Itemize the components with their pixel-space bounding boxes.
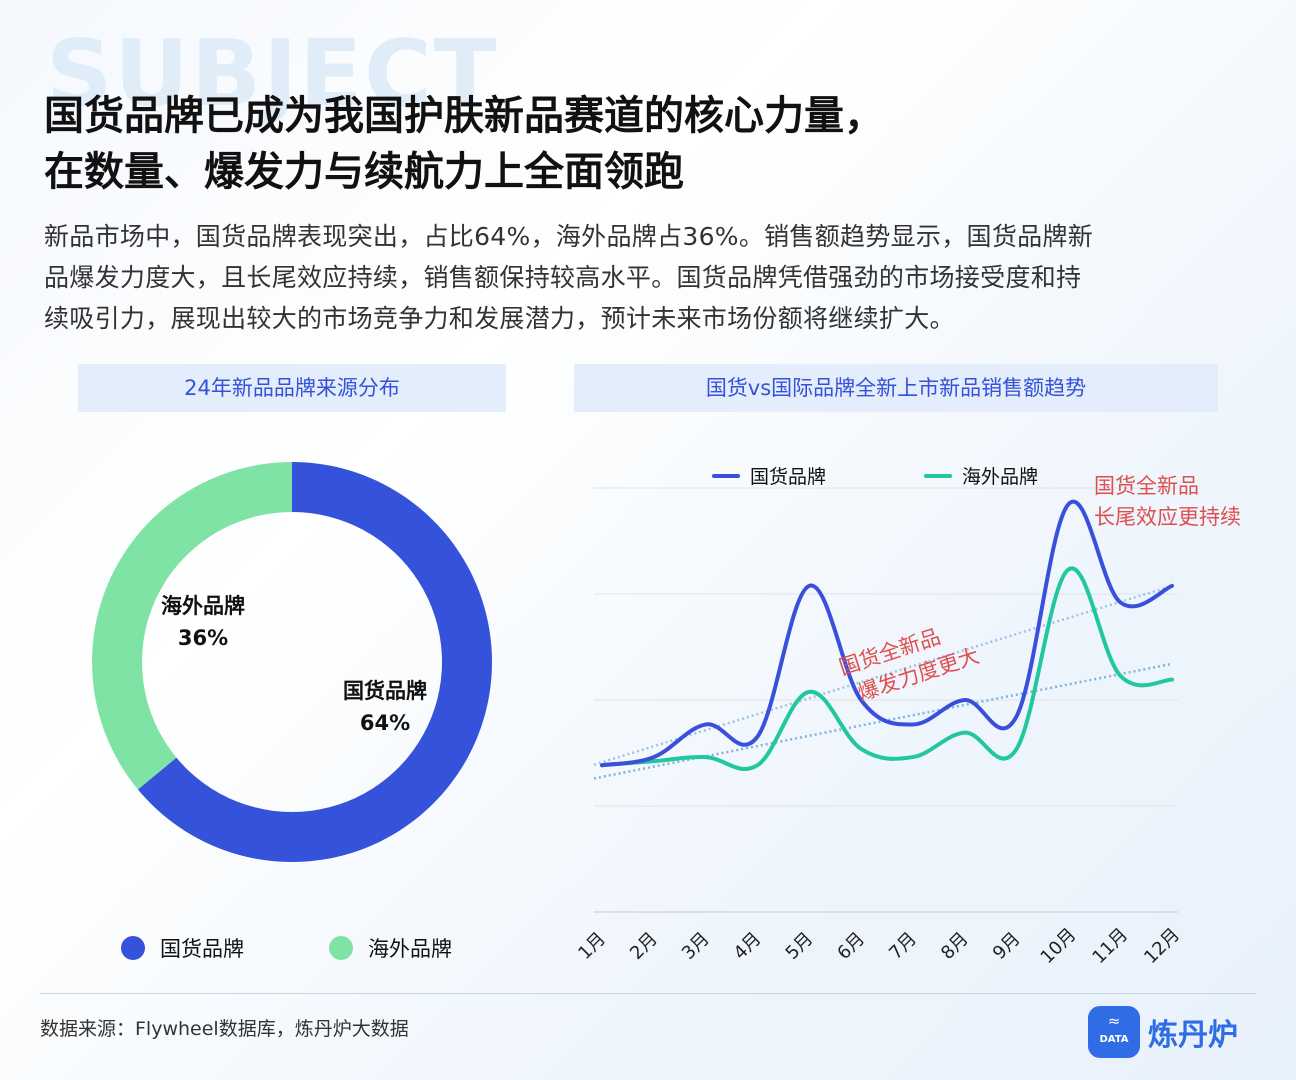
intro-line-1: 新品市场中，国货品牌表现突出，占比64%，海外品牌占36%。销售额趋势显示，国货… <box>44 222 1094 251</box>
x-axis-ticks: 1月 2月 3月 4月 5月 6月 7月 8月 9月 10月 11月 12月 <box>574 924 1184 968</box>
slice-value-overseas: 36% <box>178 626 228 650</box>
intro-line-2: 品爆发力度大，且长尾效应持续，销售额保持较高水平。国货品牌凭借强劲的市场接受度和… <box>44 263 1082 292</box>
title-line-2: 在数量、爆发力与续航力上全面领跑 <box>44 149 684 195</box>
legend-dot-overseas <box>329 936 353 960</box>
series-line-overseas <box>600 566 1174 772</box>
trendline-domestic <box>593 584 1173 766</box>
x-tick-label: 1月 <box>574 928 610 964</box>
slice-value-domestic: 64% <box>360 711 410 735</box>
footer-divider <box>40 993 1256 994</box>
x-tick-label: 2月 <box>626 928 662 964</box>
pie-legend-overseas: 海外品牌 <box>368 937 452 961</box>
brand-logo: ≈ DATA 炼丹炉 <box>1088 1006 1256 1060</box>
donut-slice-domestic <box>137 462 493 863</box>
x-tick-label: 3月 <box>678 928 714 964</box>
slice-label-overseas: 海外品牌 <box>161 594 245 618</box>
watermark-text: SUBJECT <box>46 20 499 127</box>
line-legend-overseas: 海外品牌 <box>962 466 1038 488</box>
line-chart-grid <box>594 487 1178 913</box>
x-tick-label: 8月 <box>937 928 973 964</box>
x-tick-label: 11月 <box>1088 924 1132 968</box>
intro-paragraph: 新品市场中，国货品牌表现突出，占比64%，海外品牌占36%。销售额趋势显示，国货… <box>44 216 1256 339</box>
annotation-longtail-line1: 国货全新品 <box>1094 474 1199 498</box>
legend-dot-domestic <box>121 936 145 960</box>
data-source: 数据来源：Flywheel数据库，炼丹炉大数据 <box>40 1018 409 1040</box>
trend-lines <box>593 584 1173 780</box>
x-tick-label: 5月 <box>782 928 818 964</box>
brand-name: 炼丹炉 <box>1148 1018 1238 1053</box>
x-tick-label: 9月 <box>989 928 1025 964</box>
x-tick-label: 6月 <box>833 928 869 964</box>
x-tick-label: 4月 <box>730 928 766 964</box>
donut-slice-overseas <box>91 462 293 790</box>
brand-icon-label: DATA <box>1099 1034 1129 1045</box>
slice-label-domestic: 国货品牌 <box>343 679 427 703</box>
brand-icon-steam: ≈ <box>1107 1012 1121 1030</box>
line-legend-domestic: 国货品牌 <box>750 466 826 488</box>
brand-icon: ≈ DATA <box>1088 1006 1140 1058</box>
x-tick-label: 10月 <box>1037 924 1081 968</box>
annotation-burst: 国货全新品 爆发力度更大 <box>836 624 982 705</box>
donut-chart <box>91 462 493 863</box>
pie-legend-domestic: 国货品牌 <box>160 937 244 961</box>
line-series <box>600 499 1174 772</box>
line-chart-title: 国货vs国际品牌全新上市新品销售额趋势 <box>574 364 1218 412</box>
title-line-1: 国货品牌已成为我国护肤新品赛道的核心力量， <box>44 93 884 139</box>
x-tick-label: 12月 <box>1140 924 1184 968</box>
series-line-domestic <box>600 499 1174 768</box>
intro-line-3: 续吸引力，展现出较大的市场竞争力和发展潜力，预计未来市场份额将继续扩大。 <box>44 304 955 333</box>
trendline-overseas <box>593 662 1173 780</box>
annotation-longtail-line2: 长尾效应更持续 <box>1094 505 1241 529</box>
pie-chart-title: 24年新品品牌来源分布 <box>78 364 506 412</box>
x-tick-label: 7月 <box>885 928 921 964</box>
page-title: 国货品牌已成为我国护肤新品赛道的核心力量， 在数量、爆发力与续航力上全面领跑 <box>44 88 1244 200</box>
